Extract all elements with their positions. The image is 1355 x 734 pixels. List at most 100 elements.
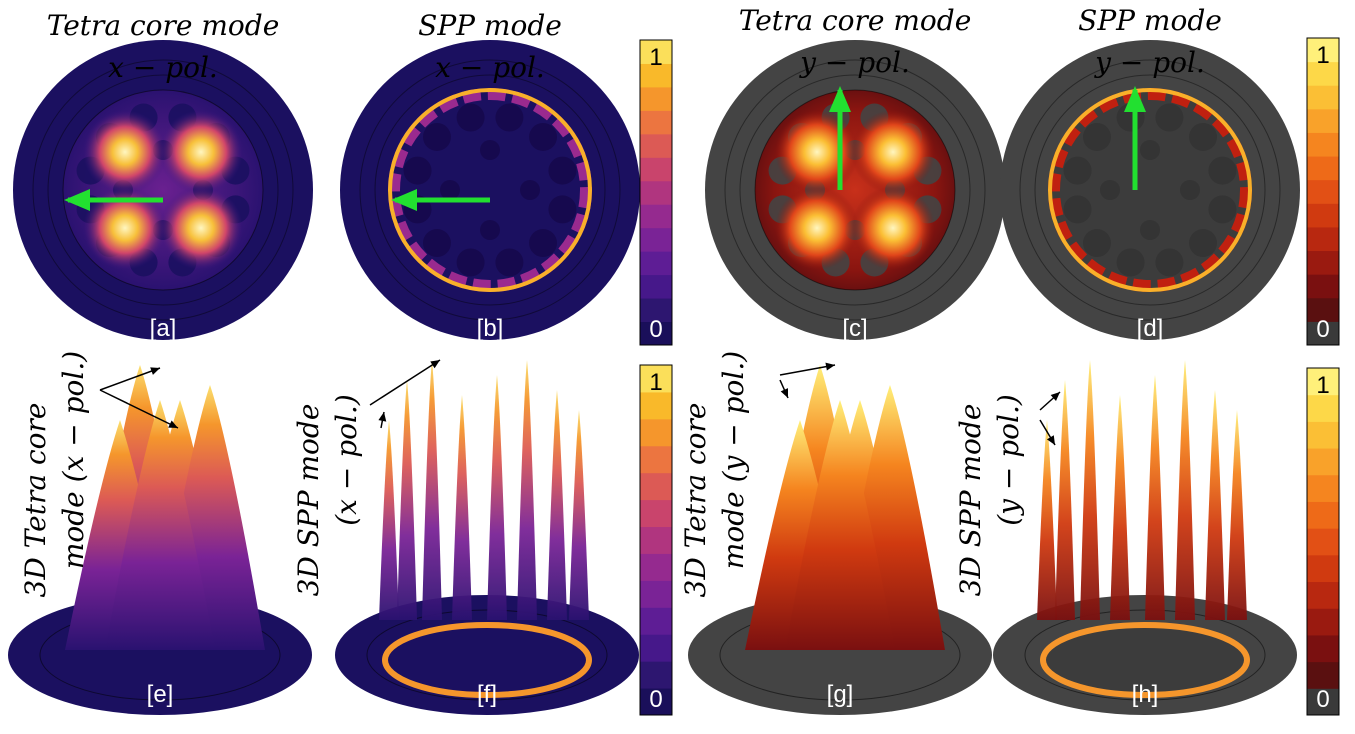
colorbar-band: [1307, 448, 1339, 476]
panel-title: SPP mode: [418, 9, 562, 42]
annotation-arrow: [369, 359, 441, 406]
field-peak: [105, 400, 215, 650]
spp-ring: [1048, 88, 1252, 292]
colorbar-band: [640, 321, 672, 346]
colorbar-band: [1307, 156, 1339, 181]
annotation-arrow-head: [378, 412, 387, 422]
field-peak: [379, 420, 399, 620]
colorbar-band: [640, 580, 672, 608]
colorbar-min: 0: [649, 686, 662, 713]
panel-caption: 3D Tetra core: [19, 403, 52, 598]
field-peak: [785, 400, 895, 650]
colorbar-band: [640, 133, 672, 158]
field-lobe: [775, 110, 859, 194]
colorbar-band: [640, 63, 672, 88]
panel-title: Tetra core mode: [47, 9, 280, 42]
panel-label: [f]: [477, 681, 497, 708]
panel-caption: mode (y − pol.): [717, 351, 750, 569]
field-peak: [569, 410, 589, 620]
colorbar-band: [640, 634, 672, 662]
ring: [374, 74, 606, 306]
air-hole: [1208, 156, 1237, 185]
annotation-arrow-head: [168, 420, 178, 428]
colorbar-max: 1: [1316, 42, 1329, 69]
colorbar-min: 0: [1316, 316, 1329, 343]
field-lobe: [83, 186, 167, 270]
field-peak: [1055, 380, 1075, 620]
annotation-arrow-head: [1050, 392, 1060, 401]
panel-caption: 3D SPP mode: [292, 404, 325, 597]
colorbar-band: [1307, 61, 1339, 86]
colorbar-max: 1: [649, 44, 662, 71]
colorbar-band: [1307, 203, 1339, 228]
colorbar-band: [640, 298, 672, 323]
colorbar-band: [1307, 421, 1339, 449]
colorbar-band: [1307, 108, 1339, 133]
panel-caption: 3D Tetra core: [679, 403, 712, 598]
annotation-arrow: [99, 367, 161, 391]
green-arrow-head: [391, 189, 417, 211]
annotation-arrow: [779, 364, 836, 376]
air-hole: [440, 180, 460, 200]
ring: [47, 74, 279, 306]
air-hole: [1189, 229, 1218, 258]
air-hole: [422, 229, 451, 258]
colorbar-band: [640, 40, 672, 64]
colorbar-band: [640, 418, 672, 447]
colorbar-band: [1307, 321, 1339, 346]
field-lobe: [83, 110, 167, 194]
panel-label: [h]: [1132, 681, 1159, 708]
colorbar-frame: [1306, 37, 1340, 346]
colorbar-band: [640, 180, 672, 205]
field-peak: [1175, 360, 1195, 620]
colorbar-band: [640, 204, 672, 229]
colorbar-band: [1307, 274, 1339, 299]
spp-ring: [382, 622, 592, 698]
panel-caption: (y − pol.): [992, 394, 1025, 526]
field-lobe: [159, 186, 243, 270]
green-arrow-head: [829, 86, 851, 112]
field-peak: [1037, 420, 1057, 620]
annotation-arrow-head: [780, 388, 788, 398]
colorbar-max: 1: [649, 369, 662, 396]
air-hole: [422, 122, 451, 151]
air-hole: [495, 248, 524, 277]
colorbar-min: 0: [649, 316, 662, 343]
colorbar-frame: [639, 364, 673, 716]
colorbar-band: [640, 251, 672, 276]
air-hole: [1208, 195, 1237, 224]
colorbar-band: [1307, 661, 1339, 689]
spp-ring: [1040, 622, 1250, 698]
air-hole: [1140, 140, 1160, 160]
panel-label: [c]: [842, 315, 867, 342]
air-hole: [1140, 220, 1160, 240]
air-hole: [456, 248, 485, 277]
colorbar-band: [1307, 528, 1339, 556]
colorbar-band: [1307, 132, 1339, 157]
colorbar-band: [1307, 688, 1339, 716]
air-hole: [529, 122, 558, 151]
spp-ring: [388, 88, 592, 292]
ring: [724, 59, 986, 321]
air-hole: [1100, 180, 1120, 200]
panel-caption: (x − pol.): [330, 394, 363, 526]
air-hole: [456, 103, 485, 132]
colorbar-frame: [639, 39, 673, 346]
field-peak: [1080, 360, 1100, 620]
field-peak: [1110, 395, 1130, 620]
field-peak: [517, 360, 537, 620]
air-hole: [1155, 248, 1184, 277]
colorbar-band: [1307, 581, 1339, 609]
air-hole: [1189, 122, 1218, 151]
field-peak: [422, 360, 442, 620]
colorbar-min: 0: [1316, 686, 1329, 713]
spp-ring: [388, 88, 592, 292]
colorbar-band: [1307, 368, 1339, 396]
panel-label: [a]: [150, 315, 177, 342]
ring: [1034, 74, 1266, 306]
air-hole: [495, 103, 524, 132]
annotation-arrow-head: [1046, 435, 1055, 445]
ring: [366, 609, 608, 701]
field-peak: [1145, 375, 1165, 620]
